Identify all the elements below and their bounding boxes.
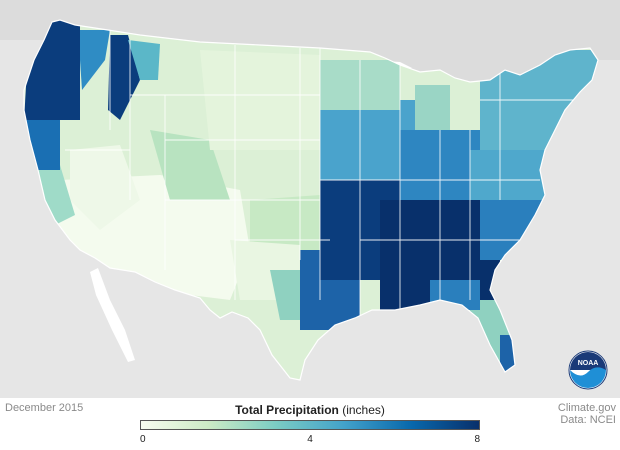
footer: December 2015 Total Precipitation (inche… <box>0 398 620 450</box>
us-outline <box>23 19 599 381</box>
legend-tick-label: 0 <box>140 434 146 445</box>
noaa-logo-icon: NOAA <box>568 350 608 390</box>
legend-title-text: Total Precipitation <box>235 403 339 417</box>
legend-title: Total Precipitation (inches) <box>140 403 480 417</box>
credit-climate-gov: Climate.gov <box>557 402 616 414</box>
canada-land <box>0 0 620 82</box>
map-area: NOAA <box>0 0 620 398</box>
date-label: December 2015 <box>5 402 84 414</box>
legend-tick-label: 8 <box>474 434 480 445</box>
legend-color-bar <box>140 420 480 430</box>
legend-tick-label: 4 <box>307 434 313 445</box>
legend-unit: (inches) <box>342 403 385 417</box>
noaa-logo-text: NOAA <box>578 360 599 367</box>
precipitation-map <box>0 0 620 381</box>
credit-data-source: Data: NCEI <box>560 414 616 426</box>
gulf-of-california <box>90 268 135 362</box>
state-borders <box>65 30 598 320</box>
